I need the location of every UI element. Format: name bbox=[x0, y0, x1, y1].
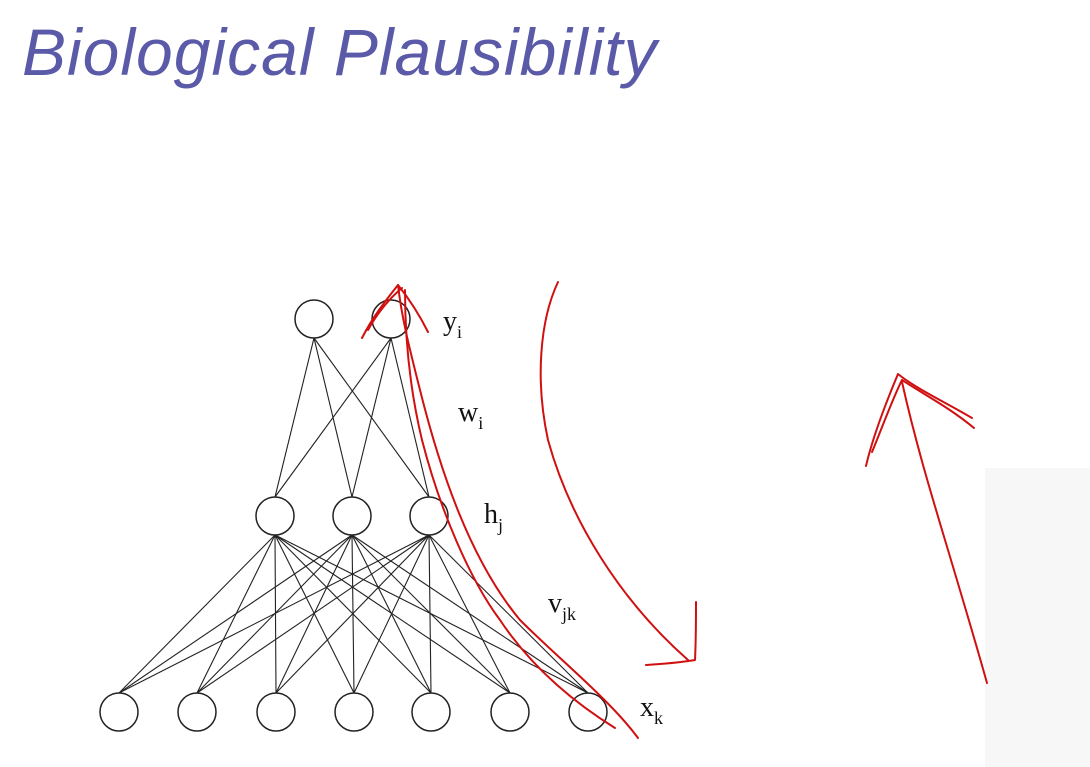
edge-hidden-0-input-2 bbox=[274, 534, 277, 694]
edge-hidden-2-input-1 bbox=[196, 534, 430, 694]
edge-hidden-1-input-0 bbox=[118, 534, 353, 694]
forward-arc bbox=[539, 281, 689, 661]
edge-hidden-2-input-3 bbox=[353, 534, 430, 694]
edge-hidden-2-input-6 bbox=[428, 534, 589, 694]
edge-hidden-0-input-5 bbox=[274, 534, 511, 694]
arrowhead-top-left bbox=[361, 284, 429, 339]
right-arrow-stroke bbox=[901, 381, 988, 684]
hidden-node-0 bbox=[255, 496, 295, 536]
edge-hidden-2-input-2 bbox=[275, 534, 430, 694]
label-input: xk bbox=[640, 692, 663, 728]
hidden-node-1 bbox=[332, 496, 372, 536]
backprop-stroke bbox=[397, 284, 639, 739]
edge-hidden-2-input-0 bbox=[118, 534, 430, 694]
edge-hidden-2-input-4 bbox=[428, 534, 432, 694]
slide-title: Biological Plausibility bbox=[22, 15, 658, 89]
edge-hidden-1-input-2 bbox=[275, 534, 353, 694]
arrowhead-bottom bbox=[645, 601, 697, 666]
input-node-5 bbox=[490, 692, 530, 732]
arrowhead-top-left-2 bbox=[367, 287, 403, 331]
label-hidden: hj bbox=[484, 499, 503, 535]
side-panel bbox=[985, 468, 1090, 767]
label-weights-in: vjk bbox=[548, 588, 576, 624]
edge-output-1-hidden-2 bbox=[390, 337, 430, 498]
output-node-0 bbox=[294, 299, 334, 339]
red-annotations bbox=[361, 281, 988, 739]
edge-output-1-hidden-1 bbox=[351, 337, 392, 498]
input-node-1 bbox=[177, 692, 217, 732]
hidden-node-2 bbox=[409, 496, 449, 536]
input-node-2 bbox=[256, 692, 296, 732]
label-weights-out: wi bbox=[458, 397, 483, 433]
edge-hidden-2-input-5 bbox=[428, 534, 511, 694]
backprop-stroke-2 bbox=[404, 289, 616, 729]
input-node-4 bbox=[411, 692, 451, 732]
edge-hidden-0-input-0 bbox=[118, 534, 276, 694]
edge-output-1-hidden-0 bbox=[274, 337, 392, 498]
arrowhead-right bbox=[865, 373, 973, 467]
network-edges bbox=[118, 337, 589, 694]
label-output: yi bbox=[443, 306, 462, 342]
arrowhead-right-2 bbox=[871, 379, 975, 453]
edge-output-0-hidden-0 bbox=[274, 337, 315, 498]
input-node-0 bbox=[99, 692, 139, 732]
input-node-3 bbox=[334, 692, 374, 732]
